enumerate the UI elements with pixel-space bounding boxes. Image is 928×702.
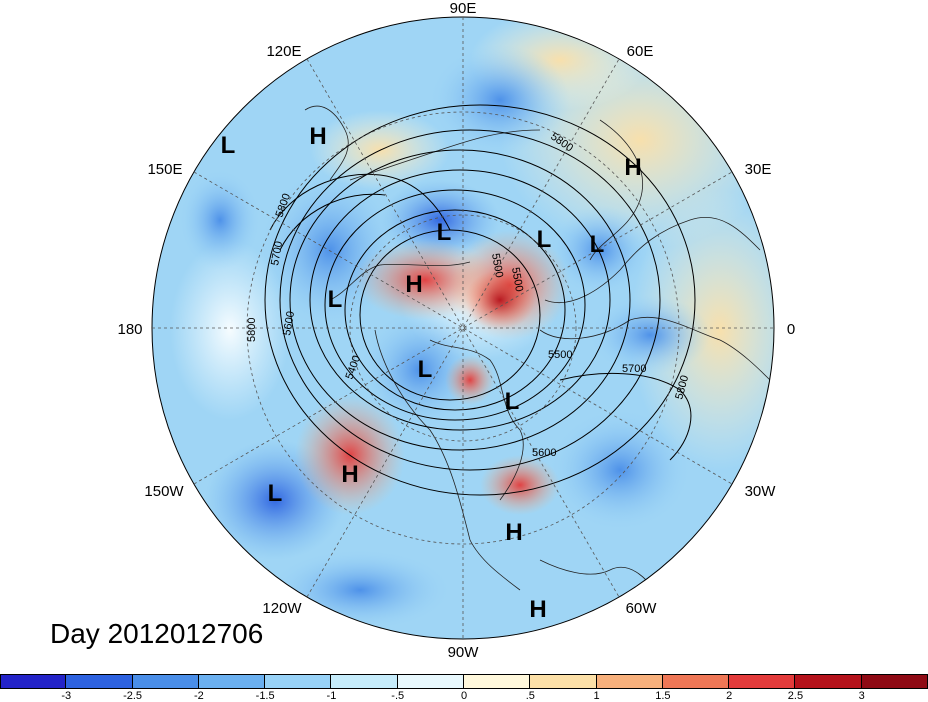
pressure-center-low: L xyxy=(590,231,605,258)
colorbar-tick-label: -1.5 xyxy=(255,690,275,702)
contour-label: 5500 xyxy=(489,252,505,278)
colorbar-segment xyxy=(729,674,796,689)
colorbar-tick-label: 1.5 xyxy=(655,690,671,702)
coastlines xyxy=(304,105,771,601)
lon-label-150w: 150W xyxy=(144,483,184,500)
pressure-center-high: H xyxy=(309,123,326,150)
lon-label-0: 0 xyxy=(787,321,795,338)
colorbar-tick-label: -1 xyxy=(326,690,337,702)
pressure-center-low: L xyxy=(437,219,452,246)
colorbar-segment xyxy=(795,674,862,689)
lon-label-90w: 90W xyxy=(448,644,480,660)
lon-label-120e: 120E xyxy=(266,43,301,60)
polar-stereographic-map: 90E 120E 60E 150E 30E 180 0 150W 30W 120… xyxy=(117,0,795,660)
colorbar-segment xyxy=(397,674,464,689)
colorbar-tick-label: 3 xyxy=(858,690,865,702)
lon-label-30w: 30W xyxy=(745,483,777,500)
lon-label-60e: 60E xyxy=(627,43,654,60)
colorbar-tick-label: -3 xyxy=(61,690,72,702)
colorbar-segment xyxy=(861,674,928,689)
lon-label-150e: 150E xyxy=(147,161,182,178)
contour-label: 5600 xyxy=(532,447,556,459)
lon-label-90e: 90E xyxy=(450,0,477,17)
pressure-center-high: H xyxy=(624,154,641,181)
colorbar-segment xyxy=(66,674,133,689)
colorbar-segment xyxy=(331,674,398,689)
pressure-center-low: L xyxy=(328,286,343,313)
contour-label: 5700 xyxy=(269,240,285,266)
pressure-centers: L H H L L L H L L L H L H H xyxy=(221,123,642,623)
colorbar-tick-label: .5 xyxy=(525,690,535,702)
pressure-center-high: H xyxy=(341,461,358,488)
pressure-center-low: L xyxy=(505,388,520,415)
contour-label: 5500 xyxy=(509,266,525,292)
colorbar-segment xyxy=(198,674,266,689)
lon-label-30e: 30E xyxy=(745,161,772,178)
pressure-center-low: L xyxy=(268,480,283,507)
colorbar-tick-label: 2.5 xyxy=(787,690,804,702)
height-contours xyxy=(264,104,696,496)
colorbar-tick-label: 1 xyxy=(593,690,600,702)
pressure-center-low: L xyxy=(537,226,552,253)
lon-label-180: 180 xyxy=(117,321,142,338)
colorbar-segment xyxy=(132,674,199,689)
colorbar-tick-label: -.5 xyxy=(391,690,405,702)
pressure-center-low: L xyxy=(418,356,433,383)
lon-label-120w: 120W xyxy=(262,600,302,617)
pressure-center-high: H xyxy=(505,519,522,546)
contour-label: 5700 xyxy=(622,363,646,375)
colorbar-segment xyxy=(464,674,531,689)
pressure-center-high: H xyxy=(529,596,546,623)
pressure-center-high: H xyxy=(405,271,422,298)
longitude-labels: 90E 120E 60E 150E 30E 180 0 150W 30W 120… xyxy=(117,0,795,660)
colorbar: -3 -2.5 -2 -1.5 -1 -.5 0 .5 1 1.5 2 2.5 3 xyxy=(0,674,928,702)
pressure-center-low: L xyxy=(221,132,236,159)
anomaly-field xyxy=(152,17,774,639)
colorbar-segment xyxy=(662,674,730,689)
colorbar-segment xyxy=(530,674,597,689)
colorbar-tick-label: 0 xyxy=(460,690,468,702)
colorbar-segment xyxy=(596,674,663,689)
graticule xyxy=(151,16,775,640)
colorbar-segment xyxy=(265,674,332,689)
contour-label: 5800 xyxy=(246,318,258,342)
lon-label-60w: 60W xyxy=(626,600,658,617)
colorbar-segment xyxy=(0,674,67,689)
contour-label: 5600 xyxy=(281,310,297,336)
colorbar-tick-label: -2 xyxy=(193,690,204,702)
contour-label: 5500 xyxy=(548,349,572,361)
colorbar-tick-label: 2 xyxy=(726,690,733,702)
map-title: Day 2012012706 xyxy=(50,618,264,649)
colorbar-tick-label: -2.5 xyxy=(123,690,143,702)
